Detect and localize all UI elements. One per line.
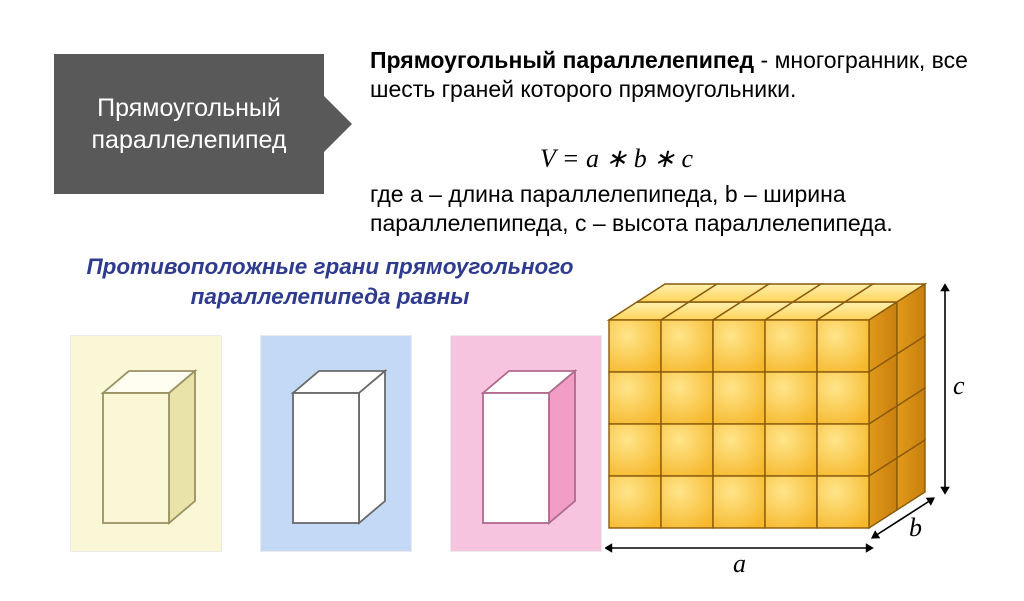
title-line2: параллелепипед	[92, 124, 287, 157]
small-prisms-row	[70, 335, 602, 552]
definition-term: Прямоугольный параллелепипед	[370, 47, 754, 73]
svg-text:b: b	[909, 513, 922, 542]
where-text: где a – длина параллелепипеда, b – ширин…	[370, 180, 970, 238]
prism-1	[70, 335, 222, 552]
title-line1: Прямоугольный	[97, 92, 281, 125]
definition-text: Прямоугольный параллелепипед - многогран…	[370, 46, 970, 104]
prism-2	[260, 335, 412, 552]
svg-text:c: c	[953, 371, 965, 400]
volume-formula: V = a ∗ b ∗ c	[540, 144, 693, 174]
big-cube-diagram: abc	[605, 280, 987, 601]
title-box: Прямоугольный параллелепипед	[54, 54, 324, 194]
opposite-faces-statement: Противоположные грани прямоугольного пар…	[70, 252, 590, 313]
prism-3	[450, 335, 602, 552]
